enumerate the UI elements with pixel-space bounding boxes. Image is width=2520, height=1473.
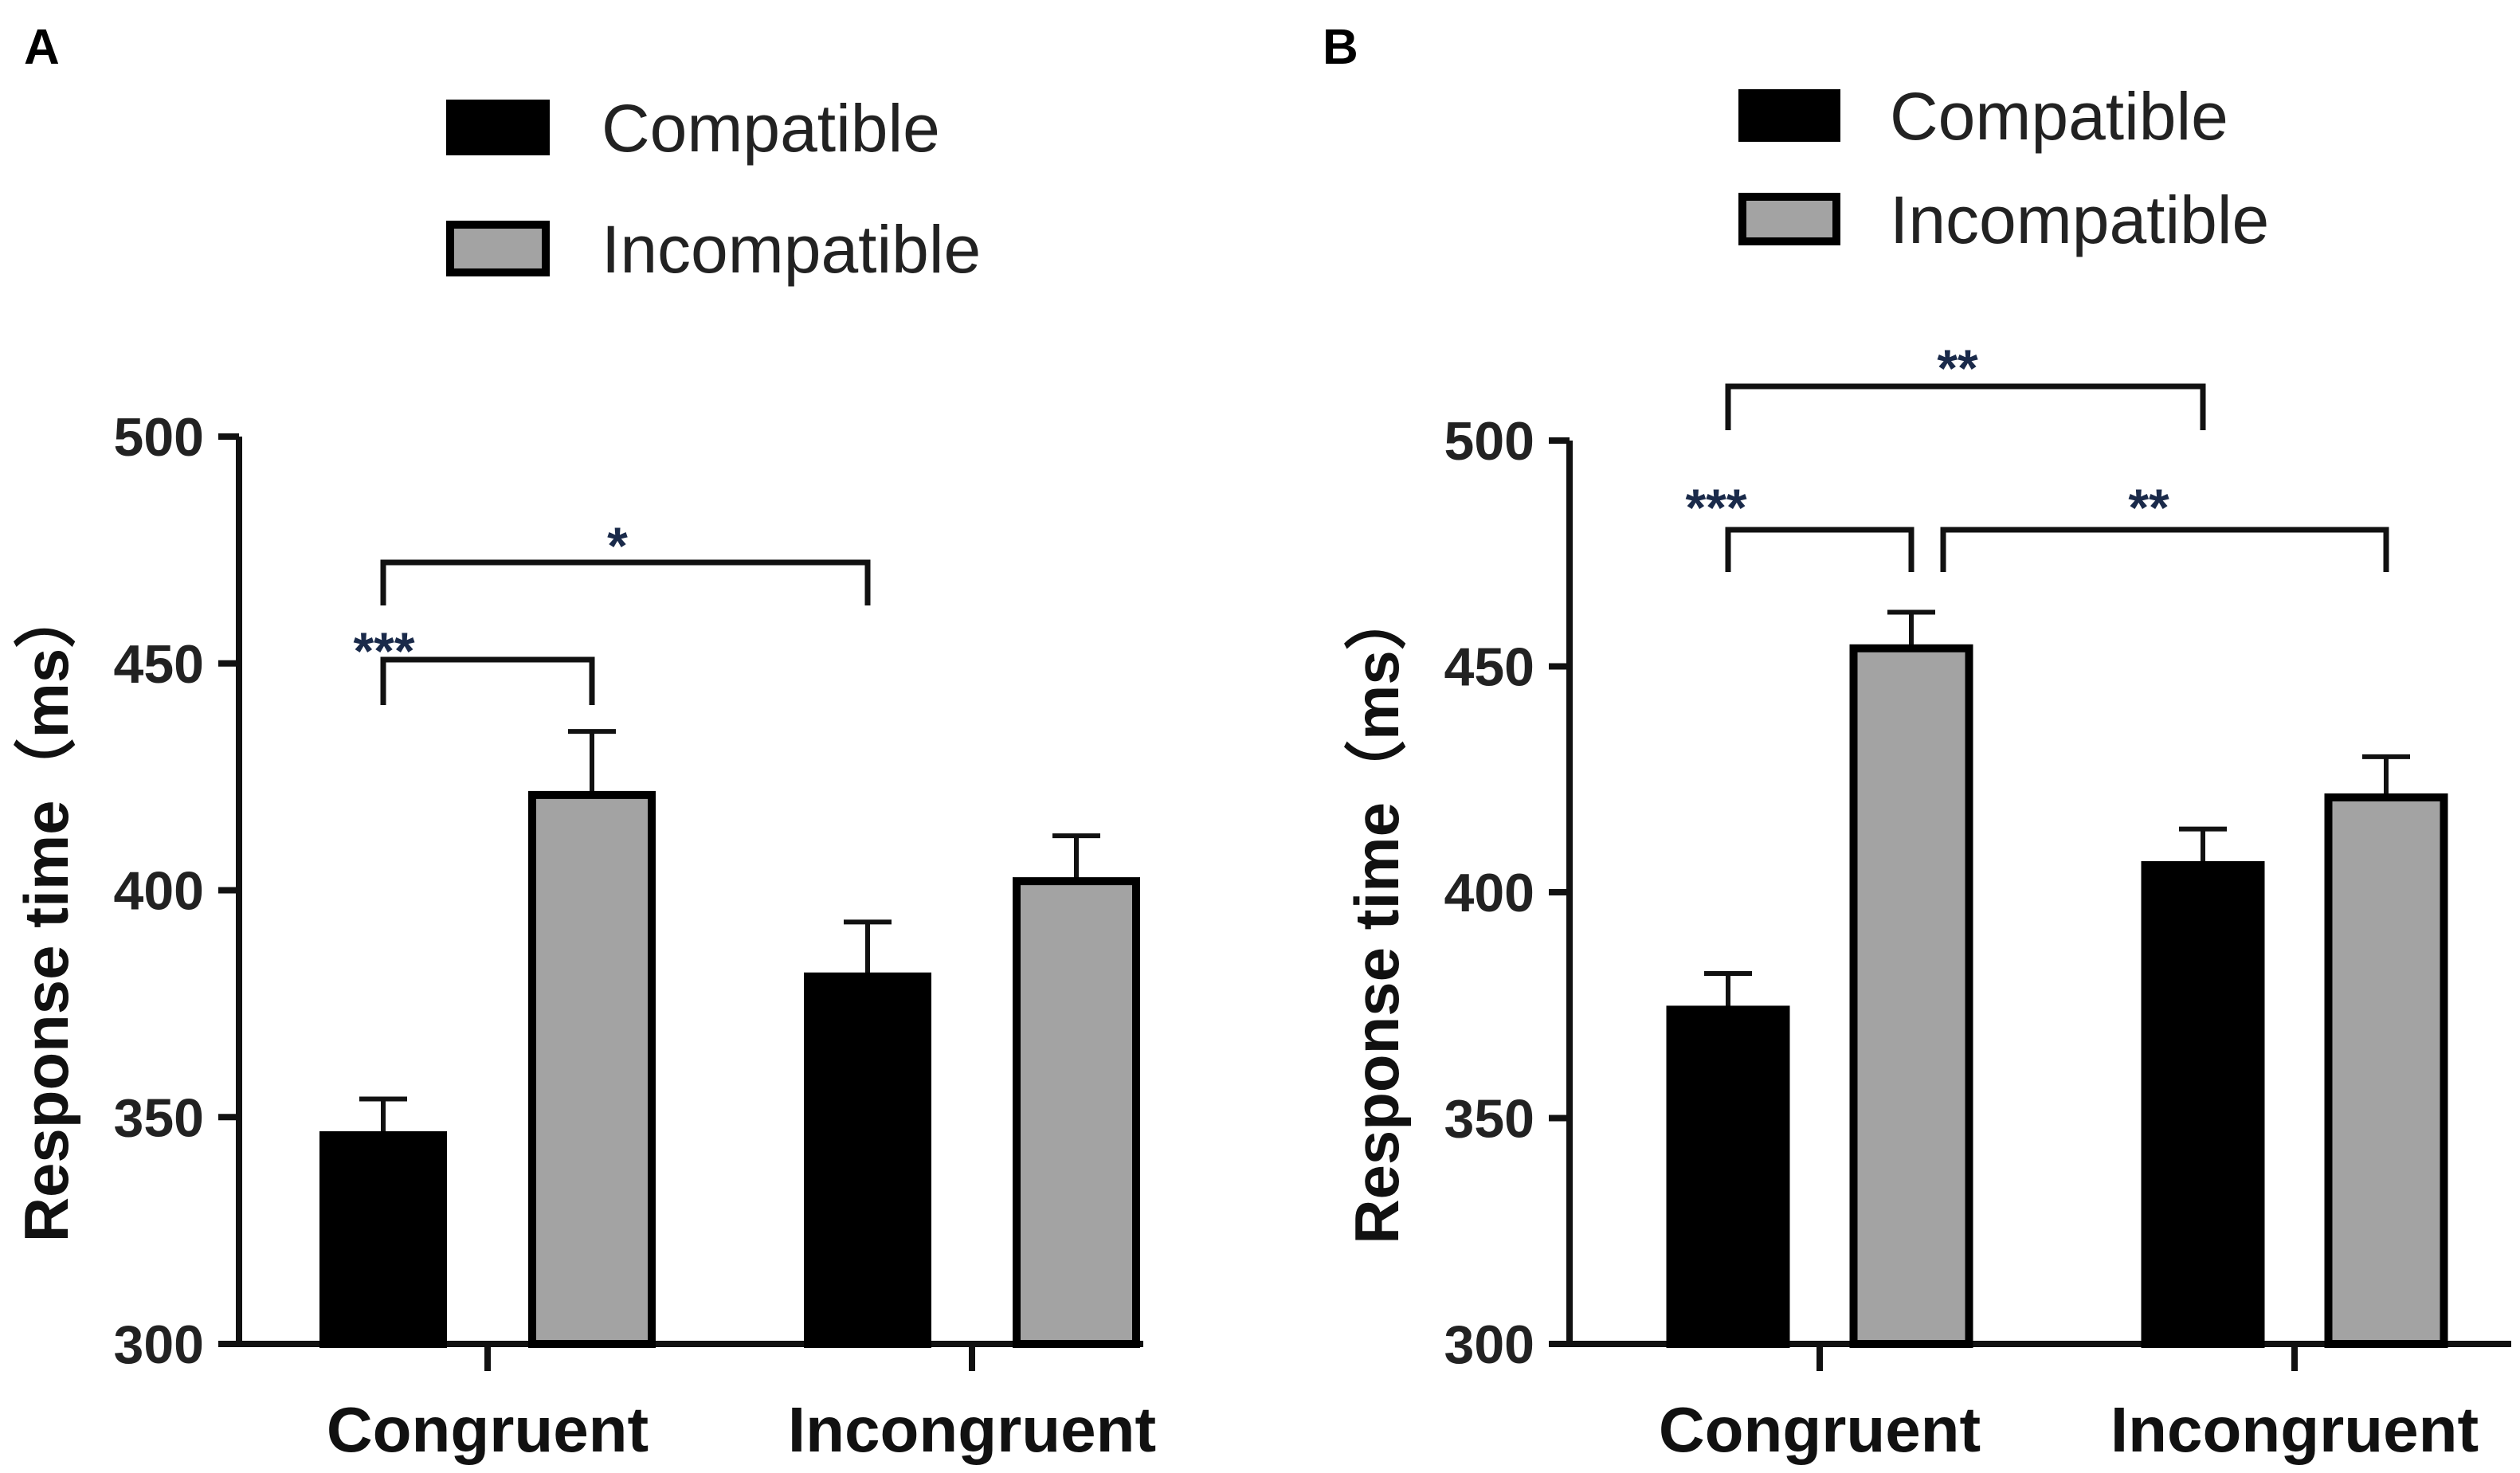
legend-label-compatible: Compatible [602, 91, 940, 166]
x-tick-label-incongruent: Incongruent [788, 1394, 1156, 1465]
y-axis-label: Response time（ms） [11, 586, 81, 1243]
y-tick-label: 500 [114, 407, 204, 468]
significance-label: * [607, 516, 628, 575]
bar-compatible-congruent [1666, 1005, 1790, 1349]
bar-incompatible-congruent [1849, 644, 1973, 1348]
bar-incompatible-incongruent [1013, 877, 1140, 1348]
significance-bracket [380, 559, 871, 605]
legend-label-compatible: Compatible [1890, 79, 2228, 154]
significance-label: *** [1685, 478, 1746, 537]
x-tick-label-congruent: Congruent [327, 1394, 649, 1465]
y-tick-label: 400 [114, 861, 204, 922]
chart-panel-b: B Compatible Incompatible 300 350 400 450 500 Re… [1323, 20, 2511, 1465]
legend-swatch-incompatible [1738, 193, 1840, 245]
y-tick-label: 400 [1444, 863, 1534, 923]
legend-swatch-incompatible [446, 221, 550, 276]
significance-bracket [1725, 527, 1914, 572]
y-tick-label: 500 [1444, 411, 1534, 472]
x-tick-label-incongruent: Incongruent [2110, 1394, 2479, 1465]
significance-label: ** [2128, 478, 2169, 537]
bar-incompatible-incongruent [2324, 793, 2448, 1348]
y-tick-label: 350 [1444, 1089, 1534, 1150]
legend-label-incompatible: Incompatible [602, 212, 981, 287]
legend-swatch-compatible [1738, 89, 1840, 142]
y-axis-label: Response time（ms） [1342, 588, 1412, 1244]
y-tick-label: 450 [1444, 637, 1534, 698]
bar-compatible-incongruent [804, 972, 931, 1348]
bar-compatible-incongruent [2141, 860, 2265, 1348]
significance-label: ** [1937, 339, 1978, 398]
y-tick-label: 300 [1444, 1314, 1534, 1375]
bar-incompatible-congruent [528, 790, 656, 1348]
x-tick-label-congruent: Congruent [1659, 1394, 1981, 1465]
legend-label-incompatible: Incompatible [1890, 182, 2269, 257]
significance-bracket [1940, 527, 2389, 572]
chart-panel-a: A Compatible Incompatible 300 350 400 450 500 Re… [11, 20, 1156, 1465]
panel-label: A [24, 20, 60, 75]
legend-swatch-compatible [446, 100, 550, 155]
panel-label: B [1323, 20, 1358, 75]
y-tick-label: 450 [114, 634, 204, 695]
bar-compatible-congruent [319, 1131, 447, 1349]
y-tick-label: 350 [114, 1087, 204, 1148]
significance-label: *** [353, 621, 414, 680]
significance-bracket [380, 656, 595, 705]
significance-bracket [1725, 383, 2206, 430]
y-tick-label: 300 [114, 1314, 204, 1375]
